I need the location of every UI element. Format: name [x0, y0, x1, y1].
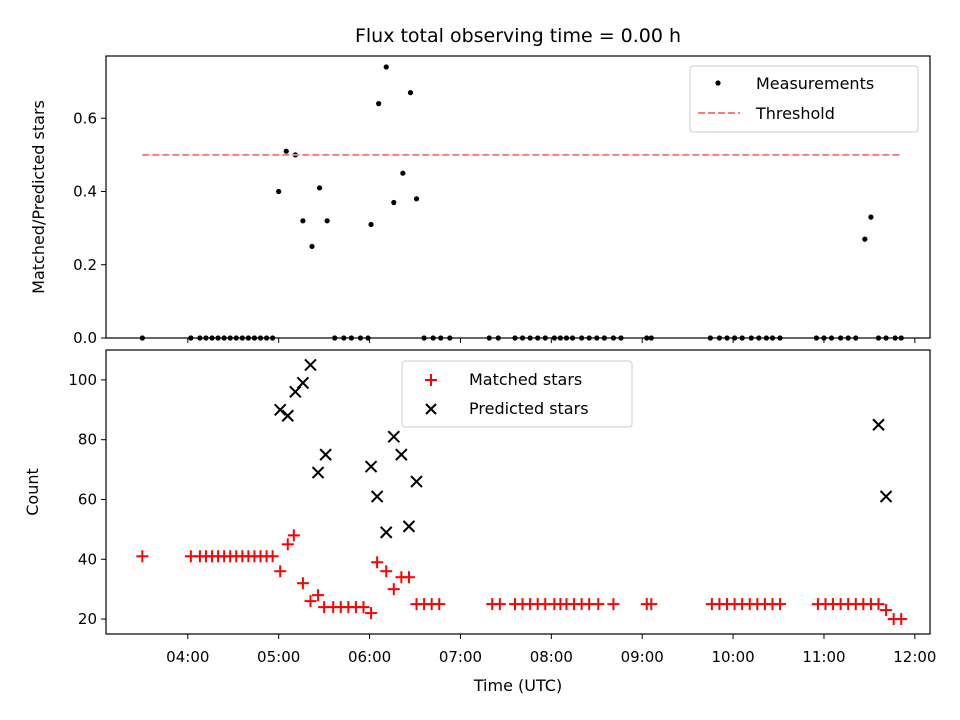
legend-measurements-marker — [715, 80, 720, 85]
measurement-point — [276, 189, 281, 194]
measurement-point — [368, 222, 373, 227]
measurement-point — [414, 196, 419, 201]
measurement-point — [384, 64, 389, 69]
chart-title: Flux total observing time = 0.00 h — [355, 25, 681, 47]
top-legend: Measurements Threshold — [690, 66, 918, 132]
x-tick-label: 10:00 — [711, 648, 754, 666]
bottom-legend: Matched stars Predicted stars — [402, 361, 632, 427]
bottom-y-tick-label: 40 — [78, 550, 97, 568]
bottom-y-axis-label: Count — [23, 468, 42, 516]
top-y-tick-label: 0.0 — [73, 329, 97, 347]
x-tick-label: 07:00 — [439, 648, 482, 666]
top-y-tick-label: 0.4 — [73, 183, 97, 201]
top-y-tick-label: 0.2 — [73, 256, 97, 274]
measurement-point — [408, 90, 413, 95]
x-tick-label: 08:00 — [530, 648, 573, 666]
measurement-point — [284, 149, 289, 154]
measurement-point — [400, 171, 405, 176]
x-tick-label: 05:00 — [257, 648, 300, 666]
measurement-point — [862, 237, 867, 242]
measurement-point — [300, 218, 305, 223]
legend-measurements-label: Measurements — [756, 74, 874, 93]
measurement-point — [325, 218, 330, 223]
x-tick-label: 09:00 — [621, 648, 664, 666]
legend-matched-label: Matched stars — [469, 370, 582, 389]
measurement-point — [309, 244, 314, 249]
measurement-point — [376, 101, 381, 106]
measurement-point — [317, 185, 322, 190]
bottom-y-tick-label: 80 — [78, 431, 97, 449]
legend-predicted-label: Predicted stars — [469, 399, 589, 418]
measurement-point — [391, 200, 396, 205]
measurement-point — [868, 215, 873, 220]
x-axis-label: Time (UTC) — [473, 676, 562, 695]
bottom-y-tick-label: 20 — [78, 610, 97, 628]
legend-threshold-label: Threshold — [755, 104, 835, 123]
x-tick-label: 11:00 — [802, 648, 845, 666]
x-tick-label: 12:00 — [893, 648, 936, 666]
figure: Flux total observing time = 0.00 h 0.0 0.… — [0, 0, 960, 720]
bottom-y-tick-label: 100 — [68, 371, 97, 389]
top-y-tick-label: 0.6 — [73, 109, 97, 127]
x-tick-label: 06:00 — [348, 648, 391, 666]
x-tick-label: 04:00 — [166, 648, 209, 666]
bottom-y-tick-label: 60 — [78, 490, 97, 508]
top-y-axis-label: Matched/Predicted stars — [29, 100, 48, 294]
